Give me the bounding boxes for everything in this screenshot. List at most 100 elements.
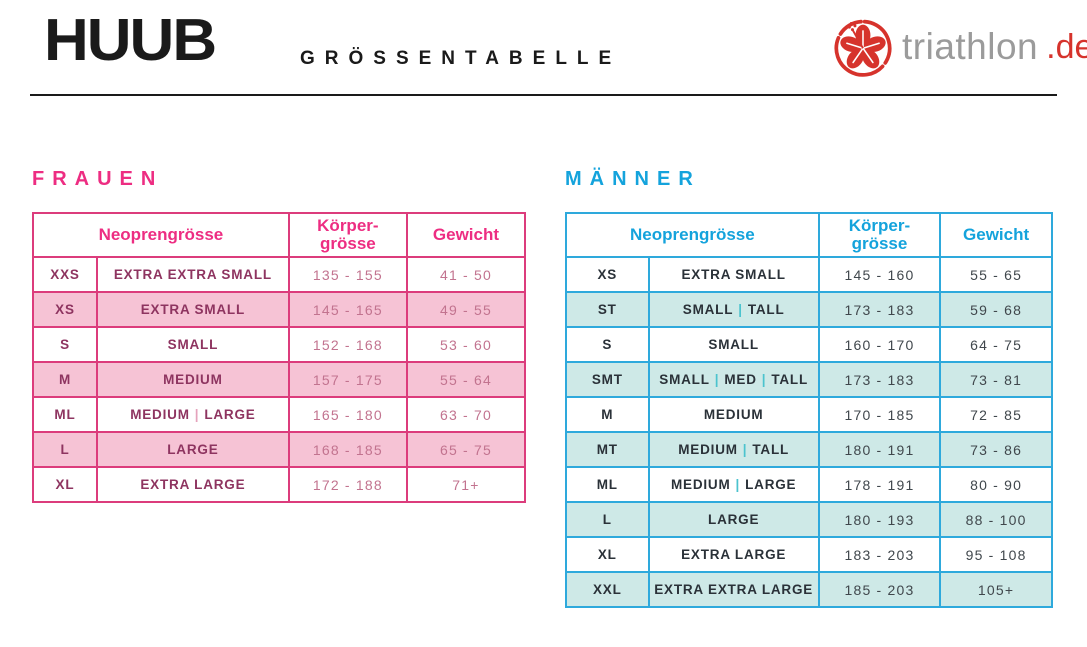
size-name-cell: EXTRA LARGE (647, 536, 820, 573)
size-name-part: TALL (752, 442, 790, 457)
size-code-cell: M (565, 396, 650, 433)
size-name-part: LARGE (167, 442, 219, 457)
height-range-cell: 185 - 203 (817, 571, 942, 608)
weight-range-cell: 49 - 55 (405, 291, 527, 328)
weight-range-cell: 71+ (405, 466, 527, 503)
size-name-part: EXTRA EXTRA LARGE (654, 582, 814, 597)
pipe-separator: | (714, 372, 720, 387)
size-code-cell: XL (32, 466, 98, 503)
size-name-part: MEDIUM (130, 407, 190, 422)
table-row: ML MEDIUM | LARGE 178 - 191 80 - 90 (565, 466, 1053, 503)
size-name-part: LARGE (708, 512, 760, 527)
size-name-part: SMALL (708, 337, 759, 352)
col-header-neoprengroesse: Neoprengrösse (565, 212, 820, 258)
table-row: XXS EXTRA EXTRA SMALL 135 - 155 41 - 50 (32, 256, 527, 293)
weight-range-cell: 55 - 65 (939, 256, 1053, 293)
table-header-row: Neoprengrösse Körper-grösse Gewicht (565, 212, 1053, 258)
weight-range-cell: 72 - 85 (939, 396, 1053, 433)
col-header-line2: grösse (319, 234, 376, 253)
height-range-cell: 168 - 185 (287, 431, 408, 468)
height-range-cell: 183 - 203 (817, 536, 942, 573)
size-code-cell: S (565, 326, 650, 363)
section-title-maenner: MÄNNER (565, 168, 701, 190)
col-header-line1: Körper- (848, 215, 911, 235)
size-name-part: SMALL (659, 372, 710, 387)
size-code-cell: XXS (32, 256, 98, 293)
size-name-cell: EXTRA LARGE (95, 466, 290, 503)
size-name-cell: MEDIUM (647, 396, 820, 433)
size-name-part: TALL (771, 372, 809, 387)
pipe-separator: | (194, 407, 200, 422)
size-name-part: MEDIUM (678, 442, 738, 457)
size-code-cell: MT (565, 431, 650, 468)
weight-range-cell: 63 - 70 (405, 396, 527, 433)
weight-range-cell: 73 - 86 (939, 431, 1053, 468)
men-table-body: XS EXTRA SMALL 145 - 160 55 - 65 ST SMALL | TAL… (565, 256, 1053, 608)
size-name-cell: LARGE (95, 431, 290, 468)
size-name-cell: MEDIUM | TALL (647, 431, 820, 468)
size-name-part: LARGE (745, 477, 797, 492)
size-name-part: EXTRA EXTRA SMALL (113, 267, 272, 282)
col-header-gewicht: Gewicht (405, 212, 527, 258)
size-name-cell: SMALL | TALL (647, 291, 820, 328)
size-name-cell: MEDIUM | LARGE (95, 396, 290, 433)
weight-range-cell: 64 - 75 (939, 326, 1053, 363)
col-header-gewicht: Gewicht (939, 212, 1053, 258)
height-range-cell: 172 - 188 (287, 466, 408, 503)
pipe-separator: | (738, 302, 743, 317)
size-name-cell: EXTRA EXTRA SMALL (95, 256, 290, 293)
size-name-part: EXTRA LARGE (681, 547, 787, 562)
size-code-cell: S (32, 326, 98, 363)
weight-range-cell: 73 - 81 (939, 361, 1053, 398)
size-code-cell: SMT (565, 361, 650, 398)
weight-range-cell: 95 - 108 (939, 536, 1053, 573)
size-name-cell: EXTRA SMALL (647, 256, 820, 293)
women-table-body: XXS EXTRA EXTRA SMALL 135 - 155 41 - 50 XS EX… (32, 256, 527, 503)
women-size-section: FRAUEN Neoprengrösse Körper-grösse Gewic… (32, 168, 527, 503)
size-name-part: MED (724, 372, 757, 387)
size-code-cell: ML (32, 396, 98, 433)
table-row: ML MEDIUM | LARGE 165 - 180 63 - 70 (32, 396, 527, 433)
height-range-cell: 145 - 165 (287, 291, 408, 328)
height-range-cell: 173 - 183 (817, 361, 942, 398)
height-range-cell: 145 - 160 (817, 256, 942, 293)
page-title: GRÖSSENTABELLE (300, 48, 622, 69)
table-row: M MEDIUM 170 - 185 72 - 85 (565, 396, 1053, 433)
men-sizing-table: Neoprengrösse Körper-grösse Gewicht XS EX… (565, 212, 1053, 608)
table-row: XL EXTRA LARGE 172 - 188 71+ (32, 466, 527, 503)
col-header-line2: grösse (851, 234, 908, 253)
table-row: XS EXTRA SMALL 145 - 165 49 - 55 (32, 291, 527, 328)
pipe-separator: | (742, 442, 748, 457)
size-name-part: LARGE (204, 407, 256, 422)
table-row: XXL EXTRA EXTRA LARGE 185 - 203 105+ (565, 571, 1053, 608)
height-range-cell: 135 - 155 (287, 256, 408, 293)
table-row: S SMALL 152 - 168 53 - 60 (32, 326, 527, 363)
size-code-cell: XS (32, 291, 98, 328)
size-name-part: SMALL (167, 337, 219, 352)
table-header-row: Neoprengrösse Körper-grösse Gewicht (32, 212, 527, 258)
height-range-cell: 173 - 183 (817, 291, 942, 328)
table-row: MT MEDIUM | TALL 180 - 191 73 - 86 (565, 431, 1053, 468)
table-row: L LARGE 180 - 193 88 - 100 (565, 501, 1053, 538)
size-code-cell: L (32, 431, 98, 468)
height-range-cell: 178 - 191 (817, 466, 942, 503)
weight-range-cell: 41 - 50 (405, 256, 527, 293)
size-code-cell: ML (565, 466, 650, 503)
size-name-cell: MEDIUM (95, 361, 290, 398)
weight-range-cell: 55 - 64 (405, 361, 527, 398)
table-row: L LARGE 168 - 185 65 - 75 (32, 431, 527, 468)
size-name-part: EXTRA SMALL (681, 267, 786, 282)
weight-range-cell: 80 - 90 (939, 466, 1053, 503)
size-name-part: SMALL (682, 302, 734, 317)
pipe-separator: | (761, 372, 767, 387)
size-code-cell: XS (565, 256, 650, 293)
height-range-cell: 180 - 193 (817, 501, 942, 538)
triathlon-de-logo: triathlon .de (832, 16, 1087, 78)
size-code-cell: M (32, 361, 98, 398)
size-code-cell: L (565, 501, 650, 538)
section-title-frauen: FRAUEN (32, 168, 164, 190)
size-name-cell: MEDIUM | LARGE (647, 466, 820, 503)
height-range-cell: 170 - 185 (817, 396, 942, 433)
weight-range-cell: 105+ (939, 571, 1053, 608)
col-header-line1: Körper- (317, 215, 379, 235)
